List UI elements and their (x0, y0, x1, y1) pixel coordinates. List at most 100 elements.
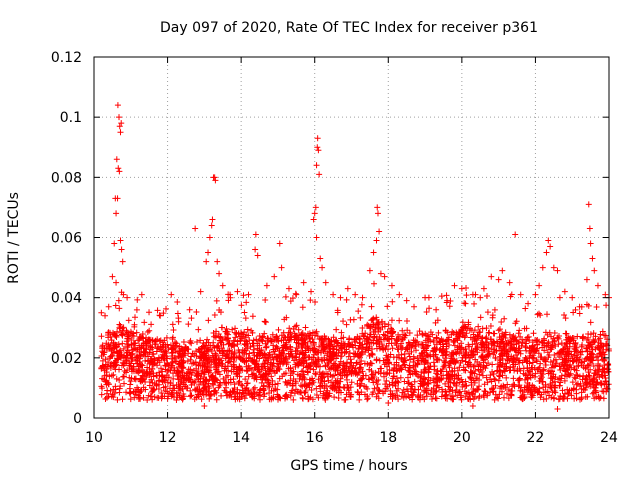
data-point (399, 362, 406, 369)
data-point (210, 339, 217, 346)
data-point (247, 355, 254, 362)
data-point (398, 335, 405, 342)
data-point (488, 346, 495, 353)
data-point (524, 334, 531, 341)
y-tick-label: 0.1 (60, 110, 82, 126)
data-point (168, 350, 175, 357)
data-point (153, 348, 160, 355)
data-point (174, 298, 181, 305)
data-point (274, 335, 281, 342)
data-point (285, 329, 292, 336)
data-point (463, 330, 470, 337)
data-point (189, 350, 196, 357)
data-point (457, 345, 464, 352)
data-point (368, 360, 375, 367)
data-point (453, 357, 460, 364)
data-point (453, 380, 460, 387)
data-point (317, 388, 324, 395)
data-point (213, 366, 220, 373)
data-point (582, 355, 589, 362)
data-point (592, 333, 599, 340)
data-point (587, 357, 594, 364)
data-point (582, 393, 589, 400)
data-point (428, 387, 435, 394)
data-point (330, 362, 337, 369)
data-point (389, 345, 396, 352)
data-point (467, 395, 474, 402)
data-point (489, 361, 496, 368)
data-point (119, 258, 126, 265)
data-point (397, 365, 404, 372)
data-point (340, 334, 347, 341)
data-point (127, 390, 134, 397)
data-point (244, 326, 251, 333)
data-point (262, 296, 269, 303)
data-point (188, 353, 195, 360)
data-point (443, 391, 450, 398)
data-point (330, 343, 337, 350)
data-point (108, 372, 115, 379)
data-point (481, 381, 488, 388)
data-point (457, 360, 464, 366)
data-point (404, 374, 411, 381)
data-point (462, 350, 469, 357)
data-point (114, 328, 121, 335)
data-point (463, 285, 470, 292)
data-point (484, 379, 491, 386)
data-point (548, 364, 555, 371)
data-point (252, 372, 259, 379)
data-point (174, 310, 181, 317)
data-point (224, 335, 231, 342)
data-point (311, 351, 318, 358)
data-point (495, 327, 502, 334)
y-tick-label: 0.06 (51, 231, 82, 247)
data-point (111, 390, 118, 397)
data-point (172, 340, 179, 347)
data-point (292, 354, 299, 361)
data-point (389, 395, 396, 402)
data-point (485, 330, 492, 337)
data-point (433, 335, 440, 342)
data-point (585, 330, 592, 337)
data-point (354, 380, 361, 387)
data-point (265, 370, 272, 377)
data-point (439, 352, 446, 359)
data-point (334, 379, 341, 386)
data-point (205, 249, 212, 256)
data-point (289, 352, 296, 359)
data-point (499, 355, 506, 362)
data-point (312, 346, 319, 353)
data-point (348, 379, 355, 386)
data-point (274, 393, 281, 400)
data-point (168, 291, 175, 298)
data-point (434, 317, 441, 324)
data-point (276, 240, 283, 247)
data-point (504, 356, 511, 363)
data-point (584, 362, 591, 369)
data-point (357, 382, 364, 389)
data-point (561, 311, 568, 318)
data-point (114, 396, 121, 403)
data-point (458, 344, 465, 351)
data-point (454, 375, 461, 382)
data-point (385, 353, 392, 360)
data-point (564, 366, 571, 373)
data-point (477, 329, 484, 336)
data-point (586, 342, 593, 349)
data-point (170, 327, 177, 334)
data-point (118, 246, 125, 253)
data-point (116, 305, 123, 312)
data-point (219, 337, 226, 344)
data-point (537, 375, 544, 382)
data-point (425, 352, 432, 359)
data-point (119, 396, 126, 403)
data-point (282, 293, 289, 300)
data-point (142, 379, 149, 386)
data-point (126, 385, 133, 392)
data-point (590, 330, 597, 337)
x-tick-label: 22 (527, 430, 545, 446)
data-point (152, 356, 159, 363)
data-point (422, 294, 429, 301)
data-point (313, 385, 320, 392)
data-point (505, 348, 512, 355)
